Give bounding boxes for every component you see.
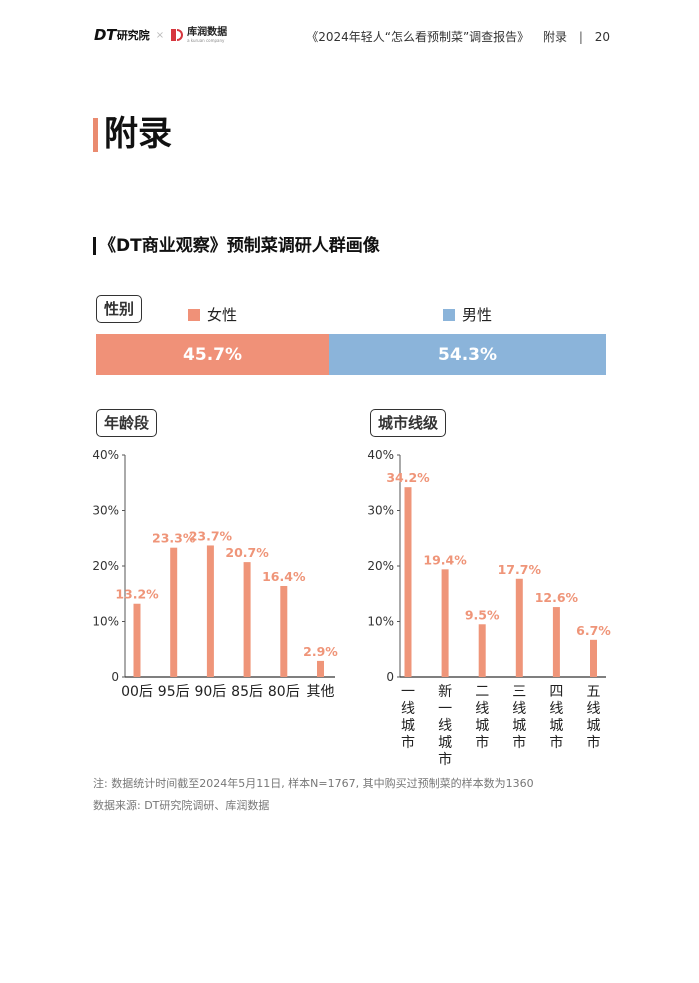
gender-label: 性别 xyxy=(96,295,143,323)
dt-logo-text: 研究院 xyxy=(116,29,150,42)
city-value-label: 12.6% xyxy=(535,590,579,605)
legend-male: 男性 xyxy=(443,304,492,325)
page-title-accent-bar xyxy=(93,118,98,152)
city-category-label: 市 xyxy=(512,734,526,751)
age-category-label: 95后 xyxy=(158,684,190,700)
gender-stacked-bar: 45.7% 54.3% xyxy=(96,334,606,375)
section-title: 《DT商业观察》预制菜调研人群画像 xyxy=(99,236,380,256)
age-value-label: 2.9% xyxy=(303,644,338,659)
city-category-label: 线 xyxy=(475,701,489,717)
city-category-label: 三 xyxy=(512,684,526,700)
age-ytick-label: 40% xyxy=(92,448,119,462)
header-logo: DT 研究院 × 库润数据 a kuruan company xyxy=(94,24,227,46)
city-label: 城市线级 xyxy=(370,409,447,437)
age-value-label: 23.3% xyxy=(152,531,196,546)
city-category-label: 市 xyxy=(438,751,452,768)
city-category-label: 市 xyxy=(549,734,563,751)
city-ytick-label: 40% xyxy=(367,448,394,462)
report-title: 《2024年轻人“怎么看预制菜”调查报告》 xyxy=(306,30,530,44)
city-category-label: 二 xyxy=(475,684,489,700)
header-divider: | xyxy=(578,30,583,44)
legend-female-swatch xyxy=(188,308,200,321)
age-bar xyxy=(170,547,178,677)
dt-logo-mark: DT xyxy=(94,26,116,44)
page-title: 附录 xyxy=(104,114,172,154)
age-value-label: 23.7% xyxy=(189,528,233,543)
city-value-label: 17.7% xyxy=(498,562,542,577)
city-category-label: 市 xyxy=(401,734,415,751)
footnote-source: 数据来源: DT研究院调研、库润数据 xyxy=(93,799,270,812)
logo-separator: × xyxy=(155,29,165,41)
age-bar xyxy=(243,562,251,677)
city-category-label: 城 xyxy=(549,718,563,734)
age-ytick-label: 10% xyxy=(92,615,119,629)
age-ytick-label: 20% xyxy=(92,559,119,573)
city-category-label: 线 xyxy=(512,701,526,717)
gender-bar-male: 54.3% xyxy=(329,334,606,375)
city-category-label: 城 xyxy=(475,718,489,734)
legend-male-swatch xyxy=(443,308,455,321)
age-value-label: 13.2% xyxy=(115,587,159,602)
section-title-bar xyxy=(93,237,96,255)
city-category-label: 一 xyxy=(438,701,452,717)
city-category-label: 线 xyxy=(549,701,563,717)
city-bar xyxy=(478,624,486,677)
footnote-note: 注: 数据统计时间截至2024年5月11日, 样本N=1767, 其中购买过预制… xyxy=(93,777,534,790)
kuruan-logo: 库润数据 a kuruan company xyxy=(187,26,228,43)
city-value-label: 6.7% xyxy=(576,623,611,638)
city-bar xyxy=(552,607,560,677)
city-category-label: 一 xyxy=(401,684,415,700)
city-category-label: 市 xyxy=(475,734,489,751)
city-category-label: 线 xyxy=(587,701,601,717)
city-bar xyxy=(404,487,412,677)
city-category-label: 市 xyxy=(587,734,601,751)
kuruan-logo-subtext: a kuruan company xyxy=(187,37,225,43)
page-number: 20 xyxy=(594,30,610,44)
age-bar xyxy=(280,585,288,677)
age-label: 年龄段 xyxy=(96,409,158,437)
city-ytick-label: 10% xyxy=(367,615,394,629)
gender-bar-female: 45.7% xyxy=(96,334,330,375)
age-ytick-label: 30% xyxy=(92,504,119,518)
city-value-label: 19.4% xyxy=(423,552,467,567)
city-ytick-label: 30% xyxy=(367,504,394,518)
gender-male-value: 54.3% xyxy=(438,344,498,365)
age-category-label: 00后 xyxy=(121,684,153,700)
city-category-label: 线 xyxy=(438,718,452,734)
age-category-label: 其他 xyxy=(307,684,335,700)
kuruan-logo-icon xyxy=(170,28,184,42)
header-report-info: 《2024年轻人“怎么看预制菜”调查报告》 附录 | 20 xyxy=(306,28,610,45)
age-ytick-label: 0 xyxy=(111,670,119,684)
city-category-label: 城 xyxy=(438,735,452,751)
gender-female-value: 45.7% xyxy=(183,344,243,365)
kuruan-logo-text: 库润数据 xyxy=(187,26,228,38)
age-value-label: 20.7% xyxy=(225,545,269,560)
city-category-label: 城 xyxy=(401,718,415,734)
city-bar xyxy=(441,569,449,677)
age-bar xyxy=(317,660,324,677)
age-category-label: 80后 xyxy=(268,684,300,700)
city-category-label: 新 xyxy=(438,684,452,700)
city-ytick-label: 0 xyxy=(386,670,394,684)
city-ytick-label: 20% xyxy=(367,559,394,573)
city-category-label: 线 xyxy=(401,701,415,717)
legend-male-label: 男性 xyxy=(462,306,493,324)
age-category-label: 90后 xyxy=(194,684,226,700)
city-bar xyxy=(590,639,597,677)
age-bar xyxy=(133,603,141,677)
city-bar xyxy=(515,578,523,677)
city-value-label: 9.5% xyxy=(465,607,500,622)
legend-female: 女性 xyxy=(188,304,237,325)
city-category-label: 五 xyxy=(587,684,601,700)
age-value-label: 16.4% xyxy=(262,569,306,584)
city-category-label: 四 xyxy=(549,684,563,700)
header-section: 附录 xyxy=(543,30,568,44)
age-bar xyxy=(206,545,214,677)
city-value-label: 34.2% xyxy=(386,470,430,485)
city-category-label: 城 xyxy=(587,718,601,734)
city-category-label: 城 xyxy=(512,718,526,734)
age-category-label: 85后 xyxy=(231,684,263,700)
legend-female-label: 女性 xyxy=(207,306,238,324)
